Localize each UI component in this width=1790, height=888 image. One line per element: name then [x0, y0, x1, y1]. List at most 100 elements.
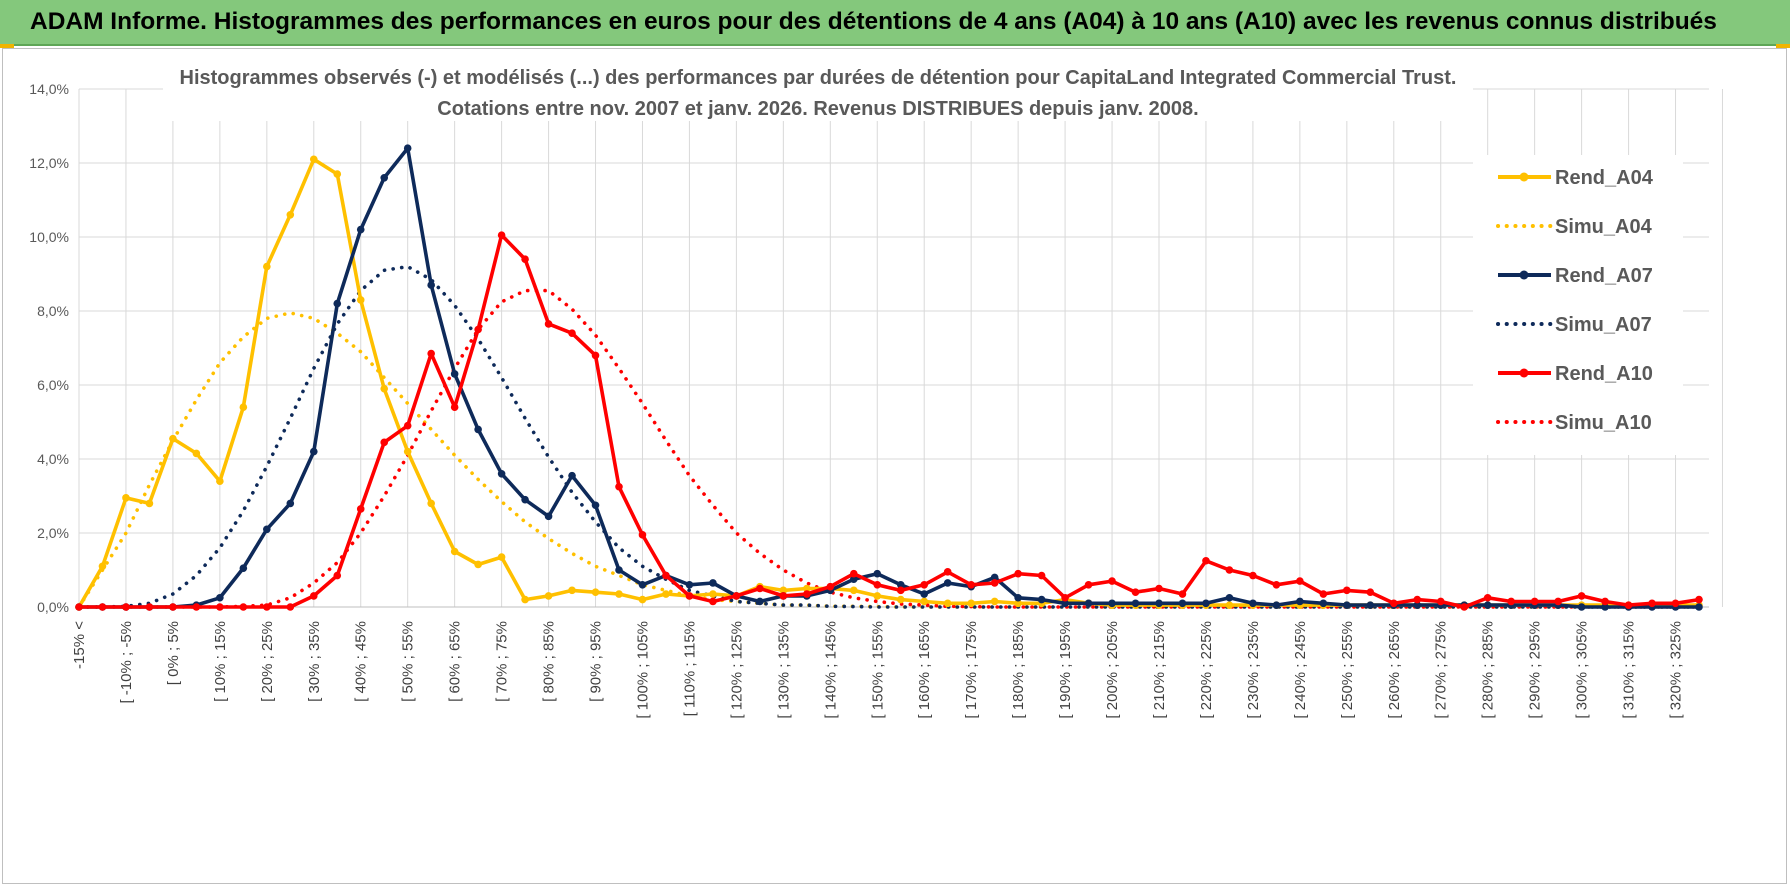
data-point: [756, 597, 764, 606]
data-point: [1319, 590, 1328, 598]
data-point: [450, 547, 459, 556]
x-tick-label: [ 320% ; 325%: [1668, 621, 1685, 719]
data-point: [779, 592, 788, 600]
series-line-Simu_A07: [77, 264, 1701, 609]
data-point: [521, 495, 529, 504]
x-tick-label: [ 60% ; 65%: [447, 621, 464, 702]
y-tick-label: 6,0%: [37, 377, 69, 393]
x-tick-label: [ 220% ; 225%: [1198, 621, 1215, 719]
data-point: [1272, 581, 1281, 589]
series-Rend_A04: [75, 155, 1703, 611]
y-axis: 0,0% 2,0% 4,0% 6,0% 8,0% 10,0% 12,0% 14,0%: [29, 81, 69, 615]
data-point: [1178, 599, 1187, 608]
x-tick-label: [ 290% ; 295%: [1527, 621, 1544, 719]
data-point: [1389, 599, 1398, 608]
x-tick-label: [ 80% ; 85%: [541, 621, 558, 702]
chart-area: 0,0% 2,0% 4,0% 6,0% 8,0% 10,0% 12,0% 14,0% -15%…: [2, 48, 1787, 884]
data-point: [920, 597, 929, 606]
data-point: [568, 471, 576, 480]
data-point: [1178, 590, 1187, 598]
data-point: [615, 590, 623, 598]
data-point: [1202, 556, 1210, 565]
data-point: [1648, 599, 1656, 608]
data-point: [826, 582, 835, 591]
data-point: [1343, 586, 1351, 595]
series-Simu_A04: [77, 311, 1701, 609]
data-point: [192, 603, 201, 611]
data-point: [1296, 577, 1304, 585]
x-tick-label: [ 250% ; 255%: [1339, 621, 1356, 719]
data-point: [286, 603, 295, 611]
x-axis: -15% < [ -10% ; -5% [ 0% ; 5% [ 10% ; 15% [ …: [71, 606, 1709, 719]
data-point: [1249, 599, 1257, 608]
data-point: [1084, 599, 1093, 608]
data-point: [896, 586, 905, 595]
data-point: [1155, 584, 1163, 593]
data-point: [309, 155, 318, 164]
data-point: [756, 584, 764, 593]
data-point: [403, 144, 412, 152]
data-point: [920, 590, 929, 598]
data-point: [779, 586, 788, 595]
data-point: [1296, 597, 1304, 606]
series-Rend_A07: [75, 144, 1703, 611]
x-tick-label: [ 100% ; 105%: [634, 621, 651, 719]
y-tick-label: 2,0%: [37, 525, 69, 541]
data-point: [849, 575, 858, 584]
data-point: [1037, 571, 1046, 580]
report-banner: ADAM Informe. Histogrammes des performan…: [0, 0, 1790, 46]
data-point: [1014, 593, 1022, 602]
legend-label: Simu_A04: [1555, 216, 1653, 238]
data-point: [662, 590, 670, 598]
legend-label: Rend_A04: [1555, 167, 1654, 189]
data-point: [803, 590, 811, 598]
x-tick-label: [ 270% ; 275%: [1433, 621, 1450, 719]
data-point: [333, 170, 342, 178]
data-point: [1366, 588, 1375, 596]
x-tick-label: [ 20% ; 25%: [259, 621, 276, 702]
data-point: [145, 499, 154, 508]
data-point: [1601, 603, 1609, 611]
data-point: [216, 593, 224, 602]
x-tick-label: [ 120% ; 125%: [728, 621, 745, 719]
data-point: [1014, 599, 1022, 608]
data-point: [263, 262, 271, 271]
data-point: [709, 597, 717, 606]
data-point: [122, 603, 130, 611]
x-tick-label: [ 10% ; 15%: [212, 621, 229, 702]
legend-item: Rend_A10: [1498, 363, 1653, 385]
legend-marker: [1519, 172, 1529, 182]
data-point: [263, 603, 271, 611]
legend-label: Simu_A10: [1555, 412, 1652, 434]
data-point: [1577, 592, 1586, 600]
data-point: [263, 525, 271, 534]
data-point: [1436, 597, 1445, 606]
data-point: [568, 329, 576, 338]
data-point: [990, 597, 999, 606]
y-tick-label: 0,0%: [37, 599, 69, 615]
data-point: [591, 351, 600, 360]
data-point: [849, 569, 858, 578]
data-point: [309, 592, 318, 600]
x-tick-label: [ 160% ; 165%: [916, 621, 933, 719]
x-tick-label: [ 190% ; 195%: [1057, 621, 1074, 719]
data-point: [333, 299, 342, 308]
x-tick-label: [ 280% ; 285%: [1480, 621, 1497, 719]
data-point: [873, 569, 882, 578]
data-point: [1131, 588, 1140, 596]
y-tick-label: 14,0%: [29, 81, 69, 97]
x-tick-label: [ 310% ; 315%: [1621, 621, 1638, 719]
chart-series: [75, 144, 1703, 611]
data-point: [1530, 597, 1539, 606]
data-point: [380, 384, 389, 393]
chart-title: Histogrammes observés (-) et modélisés (…: [163, 57, 1473, 121]
legend-item: Simu_A07: [1496, 314, 1652, 336]
data-point: [75, 603, 83, 611]
data-point: [544, 512, 553, 521]
series-line-Rend_A07: [79, 146, 1699, 609]
data-point: [1061, 599, 1069, 608]
data-point: [1225, 601, 1234, 609]
legend-item: Rend_A07: [1498, 265, 1653, 287]
data-point: [1483, 601, 1492, 609]
data-point: [427, 281, 435, 289]
